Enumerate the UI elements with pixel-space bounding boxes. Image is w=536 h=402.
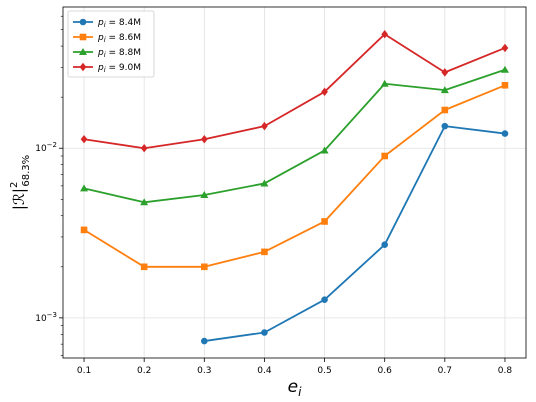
- legend-marker: [79, 33, 87, 41]
- data-point: [321, 218, 328, 225]
- legend-marker: [79, 18, 87, 26]
- data-point: [201, 263, 208, 271]
- data-point: [260, 179, 269, 187]
- data-point: [140, 144, 148, 153]
- data-point: [261, 121, 268, 131]
- legend-marker: [79, 48, 87, 55]
- legend-entry: pi = 8.8M: [73, 48, 141, 59]
- legend: pi = 8.4M pi = 8.6M pi = 8.8M pi = 9.0M: [67, 10, 155, 78]
- x-tick-label: 0.2: [137, 366, 151, 376]
- series-3: [80, 65, 509, 206]
- series-line: [83, 33, 506, 150]
- data-point: [140, 263, 148, 271]
- data-point: [381, 241, 388, 248]
- y-tick-label: 10−3: [35, 311, 57, 324]
- x-tick-label: 0.3: [197, 366, 211, 376]
- series-layer: [80, 30, 509, 345]
- series-line: [204, 125, 506, 342]
- y-axis-label-sup: 2: [9, 182, 20, 188]
- data-point: [380, 79, 389, 87]
- legend-entry: pi = 8.6M: [73, 33, 141, 44]
- data-point: [321, 87, 328, 97]
- x-tick-label: 0.7: [438, 366, 452, 376]
- data-point: [440, 86, 449, 94]
- data-point: [80, 135, 88, 144]
- x-tick-label: 0.6: [378, 366, 393, 376]
- series-2: [80, 81, 509, 271]
- legend-label: pi = 8.8M: [97, 48, 141, 59]
- data-point: [381, 30, 389, 39]
- series-1: [201, 122, 509, 345]
- series-4: [80, 30, 509, 153]
- x-tick-label: 0.5: [317, 366, 331, 376]
- data-point: [140, 198, 149, 206]
- series-line: [83, 84, 506, 268]
- legend-marker: [79, 62, 87, 72]
- x-axis-label: ei: [288, 377, 302, 399]
- data-point: [261, 248, 268, 256]
- data-point: [320, 146, 329, 154]
- legend-label: pi = 9.0M: [97, 63, 141, 74]
- data-point: [200, 135, 208, 144]
- x-tick-label: 0.1: [77, 366, 91, 376]
- data-point: [501, 130, 509, 137]
- data-point: [201, 337, 208, 345]
- data-point: [80, 184, 89, 192]
- x-tick-label: 0.8: [498, 366, 513, 376]
- x-axis-label-sub: i: [298, 385, 302, 399]
- data-point: [501, 43, 509, 53]
- legend-label: pi = 8.6M: [97, 33, 141, 44]
- data-point: [441, 122, 449, 130]
- y-axis-label-main: |ℛ|: [10, 188, 28, 210]
- data-point: [500, 65, 509, 73]
- ticks: 0.1 0.2 0.3 0.4 0.5 0.6 0.7 0.8 10−3 10−2: [35, 15, 513, 376]
- y-tick-label: 10−2: [35, 141, 57, 154]
- data-point: [441, 106, 449, 114]
- data-point: [261, 329, 268, 336]
- series-line: [83, 68, 506, 204]
- legend-entry: pi = 9.0M: [73, 62, 141, 74]
- data-point: [381, 152, 388, 160]
- data-point: [441, 68, 449, 77]
- legend-label: pi = 8.4M: [97, 18, 141, 29]
- legend-box: [67, 10, 155, 78]
- grid: [63, 7, 526, 358]
- legend-entry: pi = 8.4M: [73, 18, 141, 29]
- data-point: [200, 191, 209, 199]
- x-axis-label-main: e: [288, 377, 298, 397]
- data-point: [80, 226, 88, 234]
- y-axis-label: |ℛ|268.3%: [9, 155, 32, 210]
- x-tick-label: 0.4: [257, 366, 272, 376]
- plot-frame: [62, 6, 527, 359]
- data-point: [321, 296, 328, 303]
- y-axis-label-sub: 68.3%: [21, 155, 32, 187]
- data-point: [501, 81, 509, 89]
